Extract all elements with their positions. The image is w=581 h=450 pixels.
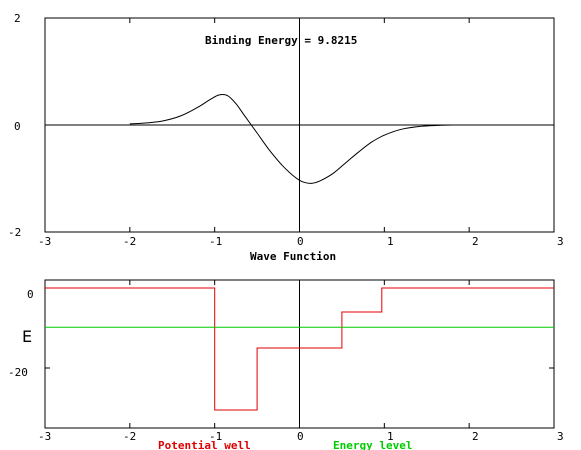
bottom-x-tick-1: 1 — [387, 430, 394, 443]
legend-energy-level: Energy level — [333, 439, 412, 450]
bottom-x-tick-2: 2 — [472, 430, 479, 443]
top-x-axis-label: Wave Function — [250, 250, 336, 263]
potential-well-line — [45, 287, 554, 411]
bottom-x-tick-minus2: -2 — [123, 430, 136, 443]
bottom-x-tick-0: 0 — [297, 430, 304, 443]
wave-function-line — [129, 94, 453, 184]
legend-potential-well: Potential well — [158, 439, 251, 450]
wave-function-panel: Binding Energy = 9.8215 2 0 -2 -3 -2 -1 … — [8, 12, 564, 263]
potential-panel: E 0 -20 -3 -2 -1 0 1 2 3 Potential well … — [8, 279, 564, 450]
bottom-x-tick-3: 3 — [557, 430, 564, 443]
top-y-tick-2: 2 — [14, 12, 21, 25]
top-y-tick-0: 0 — [14, 120, 21, 133]
top-y-tick-minus2: -2 — [8, 226, 21, 239]
bottom-y-tick-minus20: -20 — [8, 366, 28, 379]
bottom-y-axis-label: E — [22, 327, 32, 346]
top-x-tick-2: 2 — [472, 235, 479, 248]
top-x-tick-3: 3 — [557, 235, 564, 248]
top-x-tick-minus2: -2 — [123, 235, 136, 248]
top-x-tick-minus3: -3 — [38, 235, 51, 248]
bottom-x-tick-minus1: -1 — [209, 430, 222, 443]
bottom-y-tick-0: 0 — [27, 288, 34, 301]
binding-energy-annotation: Binding Energy = 9.8215 — [205, 34, 357, 47]
top-x-tick-1: 1 — [387, 235, 394, 248]
bottom-x-tick-minus3: -3 — [38, 430, 51, 443]
top-x-tick-0: 0 — [297, 235, 304, 248]
top-x-tick-minus1: -1 — [209, 235, 222, 248]
